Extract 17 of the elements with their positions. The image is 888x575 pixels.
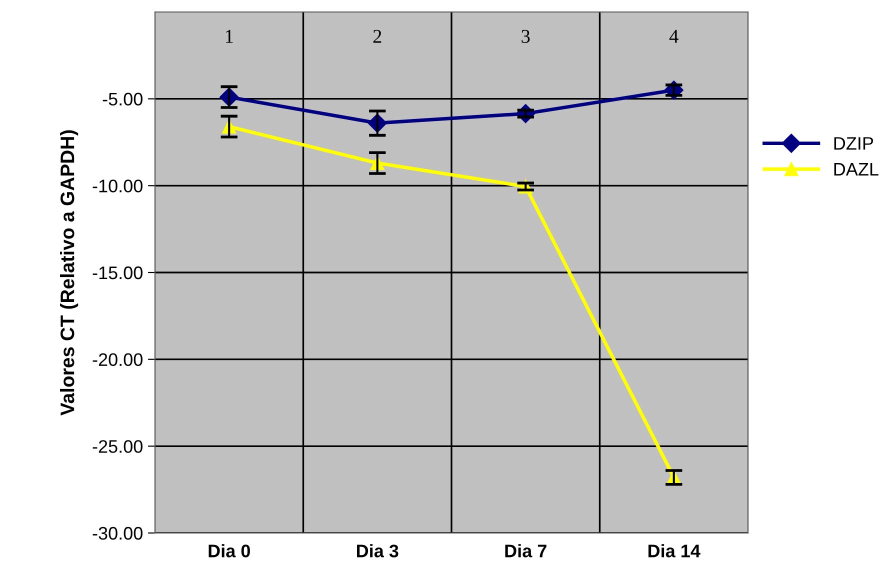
x-tick-label: Dia 7 [505, 544, 546, 558]
legend-label: DZIP [834, 137, 874, 150]
x-tick-label: Dia 14 [648, 544, 700, 558]
x-tick-label: Dia 3 [357, 544, 398, 558]
y-tick-label: -30.00 [92, 526, 142, 540]
y-axis-title: Valores CT (Relativo a GAPDH) [60, 130, 78, 416]
y-tick-label: -20.00 [92, 353, 142, 366]
annotation: 3 [522, 30, 530, 43]
y-tick-label: -15.00 [92, 266, 142, 280]
x-tick-label: Dia 0 [208, 544, 250, 558]
y-tick-label: -25.00 [92, 440, 142, 453]
annotation: 4 [669, 30, 678, 43]
y-tick-label: -10.00 [92, 180, 142, 192]
legend-label: DAZL [834, 163, 878, 176]
annotation: 1 [226, 30, 233, 43]
annotation: 2 [373, 30, 382, 43]
y-tick-label: -5.00 [102, 92, 142, 106]
